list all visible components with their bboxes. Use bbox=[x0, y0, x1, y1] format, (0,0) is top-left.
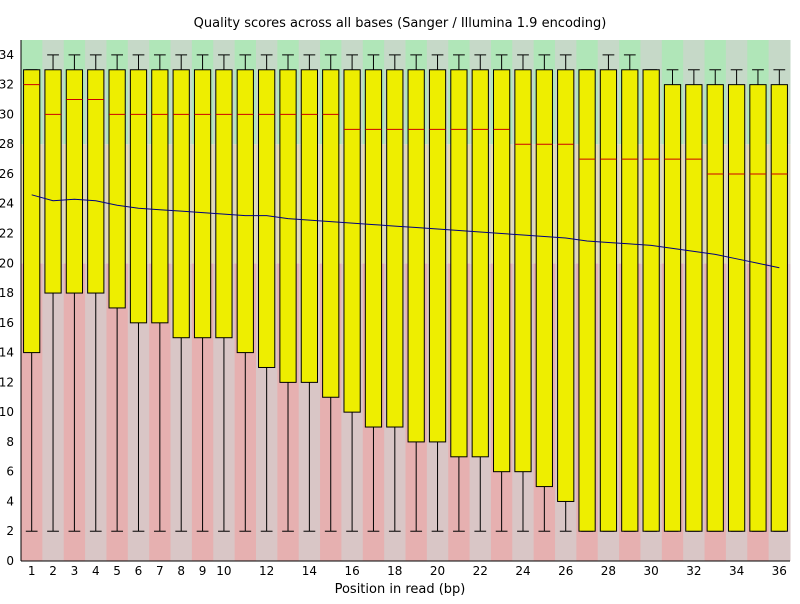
x-tick-label: 20 bbox=[430, 564, 445, 578]
iqr-box bbox=[663, 84, 682, 532]
iqr-box bbox=[621, 69, 639, 532]
x-tick-label: 10 bbox=[216, 564, 231, 578]
iqr-box bbox=[151, 69, 169, 324]
x-tick-label: 5 bbox=[113, 564, 121, 578]
iqr-box bbox=[599, 69, 618, 532]
x-tick-label: 22 bbox=[473, 564, 488, 578]
x-tick-label: 28 bbox=[601, 564, 616, 578]
iqr-box bbox=[407, 69, 425, 443]
y-tick-label: 18 bbox=[0, 286, 14, 300]
y-tick-label: 32 bbox=[0, 78, 14, 92]
x-axis-label: Position in read (bp) bbox=[334, 582, 466, 597]
x-tick-label: 34 bbox=[729, 564, 744, 578]
x-tick-label: 36 bbox=[772, 564, 787, 578]
x-tick-label: 8 bbox=[177, 564, 185, 578]
x-tick-label: 26 bbox=[558, 564, 573, 578]
x-tick-label: 1 bbox=[28, 564, 36, 578]
iqr-box bbox=[364, 69, 383, 428]
y-tick-label: 28 bbox=[0, 137, 14, 151]
iqr-box bbox=[215, 69, 233, 339]
x-tick-label: 16 bbox=[344, 564, 359, 578]
y-tick-label: 2 bbox=[6, 524, 14, 538]
iqr-box bbox=[749, 84, 767, 532]
iqr-box bbox=[493, 69, 511, 473]
iqr-box bbox=[172, 69, 190, 339]
y-tick-label: 26 bbox=[0, 167, 14, 181]
x-tick-label: 6 bbox=[135, 564, 143, 578]
x-tick-label: 9 bbox=[199, 564, 207, 578]
iqr-box bbox=[108, 69, 126, 309]
y-tick-label: 30 bbox=[0, 107, 14, 121]
y-tick-label: 10 bbox=[0, 405, 14, 419]
iqr-box bbox=[642, 69, 660, 532]
iqr-box bbox=[578, 69, 596, 532]
mean-line bbox=[31, 194, 780, 269]
iqr-box bbox=[129, 69, 148, 324]
iqr-box bbox=[343, 69, 361, 413]
x-tick-label: 2 bbox=[49, 564, 57, 578]
x-tick-label: 24 bbox=[515, 564, 530, 578]
iqr-box bbox=[535, 69, 553, 488]
iqr-box bbox=[236, 69, 254, 354]
iqr-box bbox=[23, 69, 41, 354]
y-tick-label: 16 bbox=[0, 316, 14, 330]
iqr-box bbox=[685, 84, 703, 532]
iqr-box bbox=[65, 69, 84, 294]
iqr-box bbox=[386, 69, 404, 428]
x-tick-label: 12 bbox=[259, 564, 274, 578]
iqr-box bbox=[322, 69, 340, 398]
iqr-box bbox=[471, 69, 489, 458]
y-tick-label: 14 bbox=[0, 346, 14, 360]
iqr-box bbox=[514, 69, 532, 473]
y-tick-label: 34 bbox=[0, 48, 14, 62]
chart-title: Quality scores across all bases (Sanger … bbox=[193, 16, 607, 31]
y-tick-label: 0 bbox=[6, 554, 14, 568]
y-tick-label: 8 bbox=[6, 435, 14, 449]
y-tick-label: 12 bbox=[0, 375, 14, 389]
y-tick-label: 6 bbox=[6, 465, 14, 479]
x-tick-label: 3 bbox=[71, 564, 79, 578]
y-tick-label: 20 bbox=[0, 256, 14, 270]
iqr-box bbox=[258, 69, 276, 368]
iqr-box bbox=[44, 69, 62, 294]
iqr-box bbox=[770, 84, 788, 532]
y-tick-label: 24 bbox=[0, 197, 14, 211]
x-tick-label: 32 bbox=[686, 564, 701, 578]
iqr-box bbox=[300, 69, 318, 383]
iqr-box bbox=[87, 69, 105, 294]
x-tick-label: 14 bbox=[302, 564, 317, 578]
iqr-box bbox=[706, 84, 724, 532]
iqr-box bbox=[193, 69, 212, 339]
iqr-box bbox=[279, 69, 297, 383]
x-tick-label: 7 bbox=[156, 564, 164, 578]
iqr-box bbox=[557, 69, 575, 502]
iqr-box bbox=[727, 84, 746, 532]
x-tick-label: 30 bbox=[644, 564, 659, 578]
y-tick-label: 22 bbox=[0, 227, 14, 241]
x-tick-label: 4 bbox=[92, 564, 100, 578]
iqr-box bbox=[428, 69, 447, 443]
iqr-box bbox=[450, 69, 468, 458]
y-tick-label: 4 bbox=[6, 494, 14, 508]
x-tick-label: 18 bbox=[387, 564, 402, 578]
